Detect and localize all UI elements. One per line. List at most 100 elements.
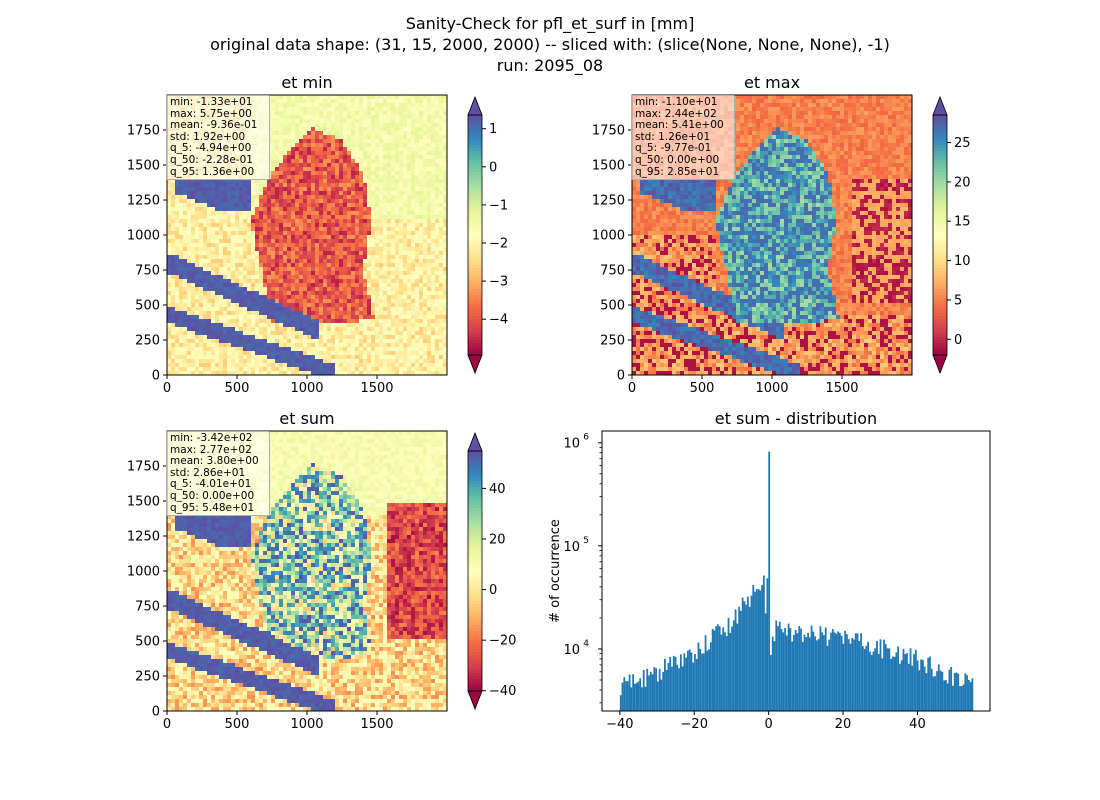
heatmap-cell bbox=[411, 355, 416, 360]
heatmap-cell bbox=[207, 331, 212, 336]
heatmap-cell bbox=[251, 283, 256, 288]
heatmap-cell bbox=[391, 219, 396, 224]
heatmap-cell bbox=[375, 351, 380, 356]
heatmap-cell bbox=[211, 339, 216, 344]
heatmap-cell bbox=[279, 235, 284, 240]
heatmap-cell bbox=[435, 219, 440, 224]
heatmap-cell bbox=[351, 107, 356, 112]
heatmap-cell bbox=[411, 283, 416, 288]
heatmap-cell bbox=[431, 291, 436, 296]
heatmap-cell bbox=[407, 339, 412, 344]
heatmap-cell bbox=[167, 211, 172, 216]
heatmap-cell bbox=[279, 283, 284, 288]
heatmap-cell bbox=[291, 359, 296, 364]
heatmap-cell bbox=[191, 331, 196, 336]
heatmap-cell bbox=[335, 315, 340, 320]
heatmap-cell bbox=[327, 251, 332, 256]
heatmap-cell bbox=[335, 139, 340, 144]
heatmap-cell bbox=[339, 215, 344, 220]
heatmap-cell bbox=[295, 111, 300, 116]
heatmap-cell bbox=[347, 279, 352, 284]
heatmap-cell bbox=[411, 239, 416, 244]
heatmap-cell bbox=[275, 111, 280, 116]
heatmap-cell bbox=[439, 323, 444, 328]
heatmap-cell bbox=[431, 319, 436, 324]
heatmap-cell bbox=[355, 263, 360, 268]
heatmap-cell bbox=[275, 323, 280, 328]
heatmap-cell bbox=[203, 187, 208, 192]
heatmap-cell bbox=[383, 151, 388, 156]
heatmap-cell bbox=[343, 251, 348, 256]
heatmap-cell bbox=[279, 227, 284, 232]
heatmap-cell bbox=[311, 315, 316, 320]
heatmap-cell bbox=[395, 191, 400, 196]
heatmap-cell bbox=[199, 183, 204, 188]
heatmap-cell bbox=[395, 235, 400, 240]
heatmap-cell bbox=[283, 139, 288, 144]
heatmap-cell bbox=[415, 155, 420, 160]
heatmap-cell bbox=[311, 355, 316, 360]
heatmap-cell bbox=[335, 263, 340, 268]
heatmap-cell bbox=[219, 371, 224, 376]
heatmap-cell bbox=[339, 259, 344, 264]
heatmap-cell bbox=[439, 203, 444, 208]
heatmap-cell bbox=[407, 155, 412, 160]
heatmap-cell bbox=[171, 315, 176, 320]
heatmap-cell bbox=[419, 151, 424, 156]
heatmap-cell bbox=[387, 183, 392, 188]
heatmap-cell bbox=[351, 143, 356, 148]
heatmap-cell bbox=[267, 295, 272, 300]
heatmap-cell bbox=[215, 207, 220, 212]
heatmap-cell bbox=[443, 271, 448, 276]
heatmap-cell bbox=[399, 231, 404, 236]
heatmap-cell bbox=[311, 263, 316, 268]
heatmap-cell bbox=[203, 323, 208, 328]
heatmap-cell bbox=[435, 263, 440, 268]
heatmap-cell bbox=[423, 235, 428, 240]
heatmap-cell bbox=[255, 303, 260, 308]
heatmap-cell bbox=[431, 255, 436, 260]
heatmap-cell bbox=[395, 171, 400, 176]
heatmap-cell bbox=[415, 151, 420, 156]
heatmap-cell bbox=[259, 247, 264, 252]
heatmap-cell bbox=[239, 247, 244, 252]
heatmap-cell bbox=[239, 351, 244, 356]
heatmap-cell bbox=[419, 167, 424, 172]
heatmap-cell bbox=[287, 359, 292, 364]
heatmap-cell bbox=[299, 159, 304, 164]
heatmap-cell bbox=[287, 151, 292, 156]
heatmap-cell bbox=[351, 279, 356, 284]
heatmap-cell bbox=[319, 327, 324, 332]
heatmap-cell bbox=[211, 243, 216, 248]
heatmap-cell bbox=[439, 199, 444, 204]
heatmap-cell bbox=[411, 131, 416, 136]
heatmap-cell bbox=[191, 299, 196, 304]
heatmap-cell bbox=[203, 343, 208, 348]
heatmap-cell bbox=[327, 215, 332, 220]
heatmap-cell bbox=[375, 151, 380, 156]
heatmap-cell bbox=[343, 239, 348, 244]
heatmap-cell bbox=[211, 287, 216, 292]
heatmap-cell bbox=[347, 287, 352, 292]
heatmap-cell bbox=[335, 171, 340, 176]
heatmap-cell bbox=[227, 203, 232, 208]
heatmap-cell bbox=[335, 295, 340, 300]
heatmap-cell bbox=[275, 251, 280, 256]
heatmap-cell bbox=[375, 279, 380, 284]
heatmap-cell bbox=[319, 267, 324, 272]
heatmap-cell bbox=[271, 283, 276, 288]
heatmap-cell bbox=[439, 155, 444, 160]
heatmap-cell bbox=[283, 355, 288, 360]
heatmap-cell bbox=[319, 203, 324, 208]
heatmap-cell bbox=[403, 115, 408, 120]
heatmap-cell bbox=[407, 103, 412, 108]
heatmap-cell bbox=[411, 327, 416, 332]
heatmap-cell bbox=[347, 207, 352, 212]
y-tick-label: 500 bbox=[135, 299, 160, 314]
heatmap-cell bbox=[391, 347, 396, 352]
heatmap-cell bbox=[435, 343, 440, 348]
heatmap-cell bbox=[331, 211, 336, 216]
heatmap-cell bbox=[407, 243, 412, 248]
heatmap-cell bbox=[331, 231, 336, 236]
heatmap-cell bbox=[315, 299, 320, 304]
